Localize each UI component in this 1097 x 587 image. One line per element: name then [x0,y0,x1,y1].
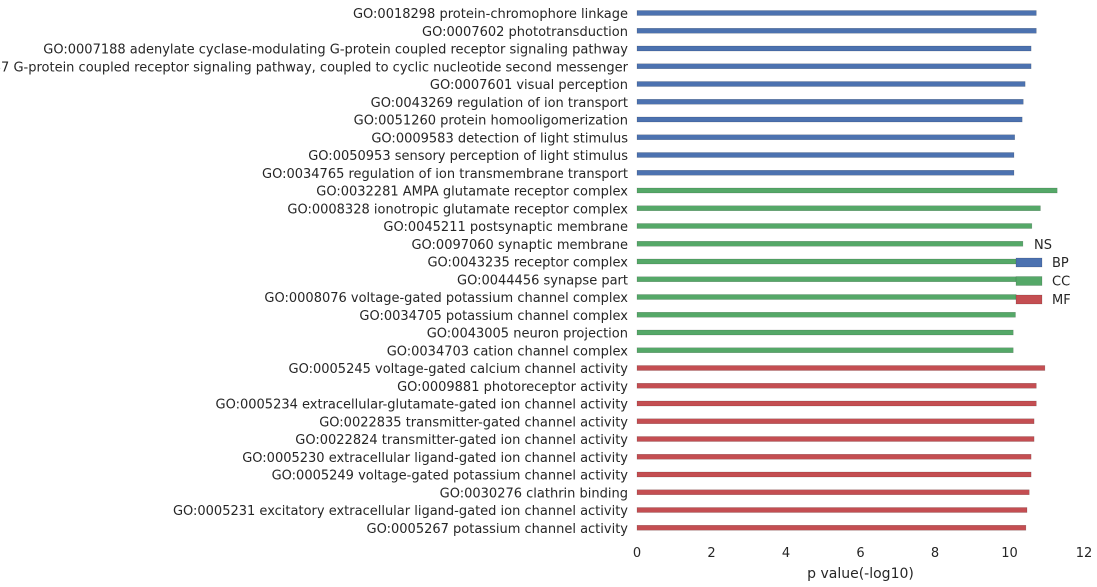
bar [636,400,1037,407]
legend-label: BP [1052,256,1069,271]
bar [636,241,1024,247]
bar [636,365,1046,371]
bar [636,170,1015,176]
bar [636,134,1015,140]
bar [636,507,1028,513]
category-label: GO:0005230 extracellular ligand-gated io… [242,451,628,466]
bar [636,294,1017,300]
bar [636,187,1058,194]
x-tick-label: 8 [931,546,939,561]
category-label: GO:0034705 potassium channel complex [359,309,628,324]
legend-label: MF [1052,293,1071,308]
x-tick-label: 0 [633,546,641,561]
category-label: GO:0032281 AMPA glutamate receptor compl… [316,185,628,200]
bar [636,205,1041,211]
legend-swatch [1015,257,1043,268]
category-label: GO:0018298 protein-chromophore linkage [353,7,628,22]
category-label: GO:0005249 voltage-gated potassium chann… [272,469,629,484]
bar [636,525,1027,531]
bar [636,347,1014,353]
category-label: GO:0050953 sensory perception of light s… [308,149,628,164]
bar [636,63,1032,69]
category-label: GO:0005245 voltage-gated calcium channel… [289,362,629,377]
bar [636,436,1035,442]
legend-label: CC [1052,275,1070,290]
x-tick-label: 2 [707,546,715,561]
category-label: GO:0007187 G-protein coupled receptor si… [0,60,629,75]
x-axis-title: p value(-log10) [807,566,914,582]
category-label: GO:0007602 phototransduction [422,25,628,40]
bar [636,454,1032,460]
bar [636,329,1014,336]
x-tick-label: 4 [782,546,790,561]
legend-swatch [1015,294,1043,305]
bar [636,383,1037,389]
bar [636,10,1037,16]
bar [636,223,1033,229]
x-tick-label: 12 [1076,546,1093,561]
category-label: GO:0051260 protein homooligomerization [354,114,628,129]
bar [636,418,1035,424]
bar [636,28,1037,34]
bars-layer [636,10,1058,531]
category-label: GO:0005231 excitatory extracellular liga… [173,504,628,519]
category-label: GO:0034765 regulation of ion transmembra… [262,167,628,182]
bar [636,81,1026,87]
bar [636,45,1032,52]
legend-title: NS [1034,238,1052,253]
category-label: GO:0022835 transmitter-gated channel act… [319,415,628,430]
category-label: GO:0097060 synaptic membrane [411,238,628,253]
bar [636,99,1024,105]
category-label: GO:0007188 adenylate cyclase-modulating … [43,43,628,58]
bar [636,471,1032,478]
category-label: GO:0043269 regulation of ion transport [371,96,628,111]
category-label: GO:0022824 transmitter-gated ion channel… [295,433,628,448]
bar [636,276,1018,282]
category-label: GO:0005234 extracellular-glutamate-gated… [216,398,629,413]
bar [636,152,1015,158]
category-label: GO:0009881 photoreceptor activity [397,380,628,395]
category-label: GO:0007601 visual perception [430,78,628,93]
category-label: GO:0043235 receptor complex [427,256,628,271]
category-label: GO:0008328 ionotropic glutamate receptor… [287,202,628,217]
legend-swatch [1015,276,1043,286]
category-label: GO:0044456 synapse part [457,273,628,288]
bar [636,258,1018,265]
bar [636,312,1016,318]
category-label: GO:0008076 voltage-gated potassium chann… [264,291,628,306]
category-label: GO:0009583 detection of light stimulus [371,131,628,146]
category-label: GO:0043005 neuron projection [427,327,628,342]
x-axis: 0 2 4 6 8 10 12 [633,546,1092,561]
bar [636,116,1023,123]
x-tick-label: 10 [1001,546,1018,561]
category-label: GO:0045211 postsynaptic membrane [383,220,628,235]
bar [636,489,1030,495]
category-label: GO:0005267 potassium channel activity [367,522,629,537]
category-label: GO:0030276 clathrin binding [440,486,628,501]
category-labels: GO:0018298 protein-chromophore linkage GO… [0,7,629,537]
x-tick-label: 6 [856,546,864,561]
category-label: GO:0034703 cation channel complex [387,344,629,359]
